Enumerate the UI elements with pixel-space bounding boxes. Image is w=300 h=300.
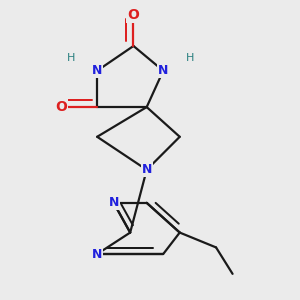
Text: N: N (158, 64, 168, 77)
Text: O: O (55, 100, 67, 114)
Text: N: N (109, 196, 119, 209)
Text: O: O (128, 8, 140, 22)
Text: H: H (67, 52, 75, 62)
Text: N: N (92, 64, 102, 77)
Text: H: H (185, 52, 194, 62)
Text: N: N (92, 248, 102, 260)
Text: N: N (142, 163, 152, 176)
